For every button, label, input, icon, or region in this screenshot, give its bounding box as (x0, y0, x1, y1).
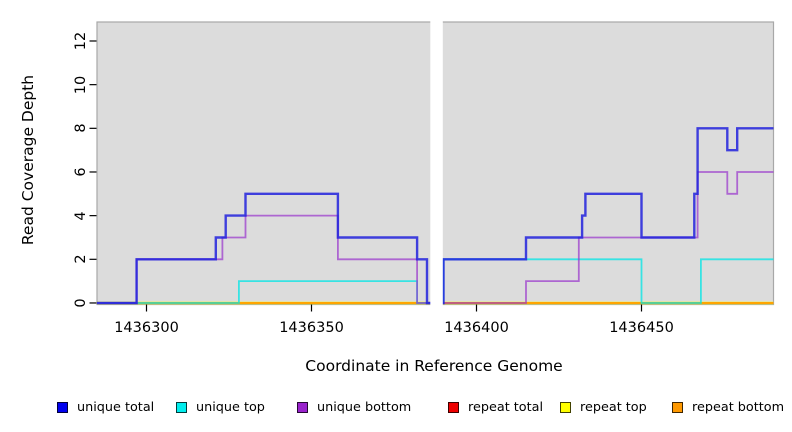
x-tick-label: 1436400 (444, 320, 509, 336)
legend-item-unique-top: unique top (176, 399, 265, 415)
y-tick-label: 4 (73, 211, 89, 221)
y-axis-label: Read Coverage Depth (19, 74, 37, 246)
series-line-unique-total (97, 127, 774, 305)
legend-swatch-repeat-total-icon (448, 401, 459, 413)
legend-label: repeat bottom (692, 399, 785, 415)
series-line-unique-bottom (97, 171, 774, 304)
legend-label: unique bottom (317, 399, 412, 415)
x-tick-label: 1436350 (279, 320, 344, 336)
series-lines (97, 127, 774, 305)
legend-item-repeat-total: repeat total (448, 399, 543, 415)
legend-item-unique-bottom: unique bottom (297, 399, 411, 415)
legend-swatch-unique-total-icon (57, 401, 68, 413)
coverage-chart-svg (89, 20, 775, 312)
x-axis-label: Coordinate in Reference Genome (305, 357, 563, 375)
x-tick-label: 1436300 (114, 320, 179, 336)
legend-swatch-repeat-bottom-icon (672, 401, 683, 413)
legend-item-unique-total: unique total (57, 399, 154, 415)
legend-swatch-repeat-top-icon (560, 401, 571, 413)
y-tick-label: 6 (73, 167, 89, 177)
legend-label: repeat top (580, 399, 647, 415)
y-tick-label: 8 (73, 123, 89, 133)
y-tick-label: 0 (73, 298, 89, 308)
legend-swatch-unique-bottom-icon (297, 401, 308, 413)
legend-label: repeat total (468, 399, 544, 415)
legend-label: unique top (196, 399, 265, 415)
legend-label: unique total (77, 399, 155, 415)
legend-item-repeat-top: repeat top (560, 399, 647, 415)
legend: unique total unique top unique bottom re… (0, 0, 792, 415)
y-tick-label: 12 (73, 31, 89, 51)
y-tick-label: 2 (73, 254, 89, 264)
y-tick-label: 10 (73, 75, 89, 94)
x-tick-label: 1436450 (609, 320, 674, 336)
legend-item-repeat-bottom: repeat bottom (672, 399, 784, 415)
legend-swatch-unique-top-icon (176, 401, 187, 413)
gap-band (430, 20, 443, 307)
